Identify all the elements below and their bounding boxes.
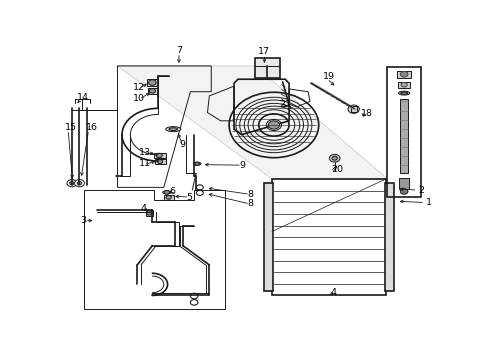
- Circle shape: [148, 80, 156, 85]
- Circle shape: [268, 121, 280, 129]
- Text: 18: 18: [361, 109, 373, 118]
- Ellipse shape: [163, 191, 171, 194]
- Bar: [272, 179, 386, 296]
- Bar: [147, 79, 158, 86]
- Circle shape: [332, 156, 337, 160]
- Circle shape: [401, 82, 407, 87]
- Text: 12: 12: [133, 83, 146, 92]
- Text: 15: 15: [65, 123, 77, 132]
- Bar: [351, 107, 357, 112]
- Ellipse shape: [398, 91, 410, 95]
- Circle shape: [156, 153, 162, 158]
- Circle shape: [77, 181, 82, 185]
- Circle shape: [157, 159, 163, 163]
- Circle shape: [400, 72, 408, 77]
- Text: 2: 2: [418, 186, 424, 195]
- Circle shape: [190, 293, 198, 299]
- Circle shape: [166, 195, 172, 199]
- Text: 19: 19: [323, 72, 335, 81]
- Ellipse shape: [169, 128, 177, 131]
- Text: 8: 8: [247, 199, 253, 208]
- Text: 7: 7: [176, 46, 182, 55]
- Text: 21: 21: [280, 100, 292, 109]
- Bar: [264, 183, 273, 291]
- Circle shape: [196, 185, 203, 190]
- Text: 11: 11: [139, 159, 151, 168]
- Text: 5: 5: [187, 193, 193, 202]
- Text: 17: 17: [258, 47, 270, 56]
- Circle shape: [74, 180, 84, 187]
- Text: 10: 10: [133, 94, 146, 103]
- Text: 3: 3: [80, 216, 86, 225]
- Circle shape: [190, 300, 198, 305]
- Bar: [397, 71, 411, 78]
- Circle shape: [348, 105, 359, 113]
- Bar: [154, 153, 166, 158]
- Text: 14: 14: [76, 93, 88, 102]
- Text: 1: 1: [426, 198, 432, 207]
- Text: 4: 4: [331, 288, 337, 297]
- Text: 9: 9: [179, 140, 185, 149]
- Circle shape: [195, 162, 199, 166]
- Text: 20: 20: [331, 165, 343, 174]
- Circle shape: [149, 89, 155, 93]
- Bar: [400, 99, 408, 174]
- Circle shape: [400, 189, 408, 194]
- Bar: [387, 67, 421, 197]
- Bar: [148, 88, 158, 94]
- Polygon shape: [118, 66, 388, 179]
- Bar: [164, 195, 174, 199]
- Circle shape: [70, 181, 74, 185]
- Text: 16: 16: [86, 123, 98, 132]
- Bar: [146, 210, 153, 216]
- Circle shape: [196, 190, 203, 195]
- Circle shape: [147, 211, 152, 215]
- Bar: [398, 82, 410, 87]
- Text: 8: 8: [247, 190, 253, 199]
- Bar: [385, 183, 394, 291]
- Text: 4: 4: [141, 204, 147, 213]
- Circle shape: [329, 154, 340, 162]
- Circle shape: [67, 180, 77, 187]
- Ellipse shape: [166, 127, 181, 132]
- Circle shape: [164, 190, 170, 194]
- Text: 6: 6: [170, 187, 175, 196]
- Text: 9: 9: [239, 161, 245, 170]
- Bar: [399, 177, 409, 189]
- Bar: [155, 159, 166, 164]
- Ellipse shape: [401, 92, 408, 94]
- Bar: [255, 58, 280, 78]
- Text: 13: 13: [139, 148, 151, 157]
- Ellipse shape: [194, 162, 201, 166]
